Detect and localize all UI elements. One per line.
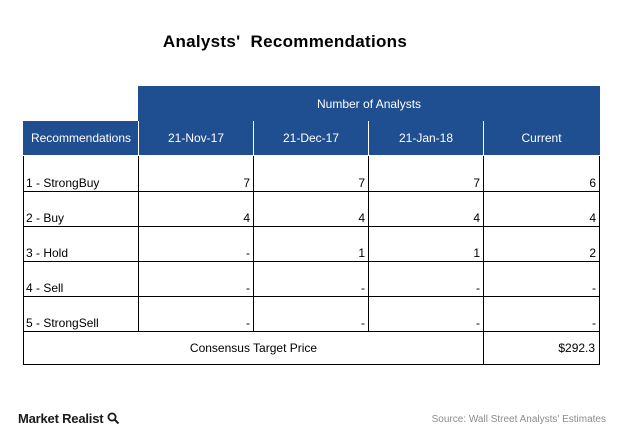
table-cell: 1 <box>253 226 369 262</box>
table-cell: - <box>253 296 369 332</box>
row-label: 4 - Sell <box>23 261 139 297</box>
table-cell: - <box>253 261 369 297</box>
table-cell: 1 <box>368 226 484 262</box>
column-header-1: 21-Dec-17 <box>253 120 369 156</box>
column-header-3: Current <box>482 120 601 156</box>
logo-text: Market Realist <box>18 411 104 426</box>
table-cell: - <box>138 296 254 332</box>
table-cell: 7 <box>368 155 484 192</box>
blank-corner-cell <box>23 86 139 121</box>
row-label: 1 - StrongBuy <box>23 155 139 192</box>
row-label: 2 - Buy <box>23 191 139 227</box>
consensus-label: Consensus Target Price <box>23 331 484 365</box>
row-label: 5 - StrongSell <box>23 296 139 332</box>
column-header-row: Recommendations 21-Nov-17 21-Dec-17 21-Jan… <box>23 120 601 156</box>
table-cell: 6 <box>482 155 601 192</box>
source-note: Source: Wall Street Analysts' Estimates <box>431 414 606 425</box>
group-header: Number of Analysts <box>137 86 601 121</box>
table-cell: - <box>138 226 254 262</box>
table-cell: 4 <box>482 191 601 227</box>
table-row: 2 - Buy 4 4 4 4 <box>23 191 601 227</box>
table-row: 5 - StrongSell - - - - <box>23 296 601 332</box>
table-cell: 7 <box>138 155 254 192</box>
table-row: 4 - Sell - - - - <box>23 261 601 297</box>
table-cell: 2 <box>482 226 601 262</box>
table-row: 1 - StrongBuy 7 7 7 6 <box>23 155 601 192</box>
column-header-0: 21-Nov-17 <box>138 120 254 156</box>
chart-title: Analysts' Recommendations <box>162 32 408 51</box>
table-cell: 4 <box>368 191 484 227</box>
table-cell: 4 <box>253 191 369 227</box>
table-cell: - <box>368 296 484 332</box>
consensus-value: $292.3 <box>482 331 601 365</box>
market-realist-logo: Market Realist <box>18 411 120 426</box>
consensus-row: Consensus Target Price $292.3 <box>23 331 601 365</box>
row-label: 3 - Hold <box>23 226 139 262</box>
table-cell: - <box>368 261 484 297</box>
column-header-recommendations: Recommendations <box>23 120 139 156</box>
magnifier-icon <box>107 412 119 425</box>
table-cell: - <box>482 296 601 332</box>
recommendations-table: Number of Analysts Recommendations 21-No… <box>23 86 601 365</box>
table-cell: - <box>482 261 601 297</box>
table-cell: 4 <box>138 191 254 227</box>
column-header-2: 21-Jan-18 <box>368 120 484 156</box>
table-cell: 7 <box>253 155 369 192</box>
table-row: 3 - Hold -1 1 2 <box>23 226 601 262</box>
table-cell: - <box>138 261 254 297</box>
